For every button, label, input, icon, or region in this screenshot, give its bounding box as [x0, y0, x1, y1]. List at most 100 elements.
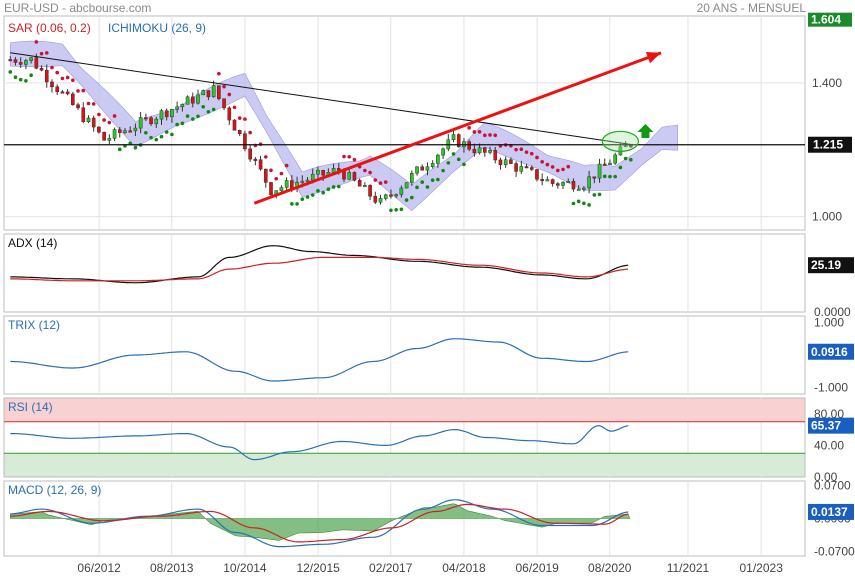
candle-bearish — [467, 141, 471, 150]
sar-dot — [217, 71, 221, 76]
candle-bullish — [561, 182, 565, 186]
candle-bullish — [159, 110, 164, 120]
candle-bearish — [602, 163, 607, 166]
sar-dot — [190, 117, 195, 121]
series-line-1-0 — [10, 245, 629, 284]
panel-title: ADX (14) — [8, 236, 57, 250]
last-value-label: 0.0137 — [811, 505, 848, 519]
candle-bullish — [576, 188, 581, 191]
sar-dot — [300, 197, 305, 202]
last-value-box — [808, 417, 854, 434]
sar-dot — [352, 157, 357, 162]
candle-bullish — [404, 182, 409, 189]
sar-dot — [39, 51, 44, 56]
last-value-label: 0.0916 — [811, 345, 848, 359]
sar-dot — [415, 185, 419, 190]
sar-dot — [373, 178, 378, 182]
sar-dot — [556, 168, 560, 173]
candle-bearish — [498, 159, 503, 165]
candle-bearish — [456, 134, 461, 148]
sar-dot — [154, 137, 159, 142]
candle-bullish — [441, 148, 445, 156]
sar-dot — [404, 198, 409, 202]
axis-layer: 06/2012 08/2013 10/2014 12/2015 02/2017 04/20… — [77, 12, 855, 575]
candle-bearish — [50, 81, 54, 88]
rsi-overbought-zone — [4, 398, 805, 423]
candle-bearish — [76, 104, 80, 109]
sar-dot — [222, 84, 226, 89]
sar-dot — [472, 130, 477, 134]
top-value-box — [808, 12, 852, 27]
candle-bearish — [117, 129, 122, 133]
sar-dot — [383, 180, 388, 184]
candle-bullish — [503, 159, 508, 165]
candle-bullish — [430, 163, 435, 168]
sar-dot — [81, 88, 86, 93]
candle-bearish — [144, 117, 148, 120]
sar-dot — [60, 76, 65, 81]
x-tick-label: 08/2013 — [150, 561, 194, 575]
sar-dot — [535, 155, 539, 160]
sar-dot — [159, 134, 164, 139]
series-line-1-1 — [10, 256, 629, 282]
last-value-label: 25.19 — [811, 258, 841, 272]
sar-dot — [602, 174, 607, 179]
sar-dot — [524, 150, 529, 154]
sar-dot — [279, 171, 284, 176]
candle-bullish — [623, 145, 628, 148]
candle-bearish — [232, 119, 237, 131]
sar-dot — [97, 112, 101, 117]
sar-dot — [102, 118, 106, 122]
candle-bearish — [258, 159, 263, 170]
y-tick-label: 1.000 — [812, 210, 842, 224]
candle-bearish — [237, 130, 242, 134]
panel-frame — [3, 315, 806, 395]
candle-bearish — [263, 168, 268, 183]
x-tick-label: 04/2018 — [442, 561, 486, 575]
candle-bullish — [112, 129, 117, 139]
candle-bearish — [227, 107, 232, 121]
sar-dot — [342, 154, 346, 159]
candle-bullish — [378, 198, 383, 203]
candle-bullish — [279, 187, 284, 191]
sar-dot — [274, 176, 279, 181]
sar-dot — [394, 207, 398, 212]
sar-dot — [608, 174, 612, 179]
sar-dot — [65, 75, 70, 80]
period-label[interactable]: 20 ANS - MENSUEL — [696, 1, 806, 15]
sar-dot — [185, 114, 190, 118]
panel-title: MACD (12, 26, 9) — [8, 483, 101, 497]
candle-bearish — [253, 158, 258, 161]
candle-bullish — [608, 162, 612, 165]
sar-dot — [71, 78, 75, 83]
candle-bearish — [357, 180, 362, 187]
sar-dot — [629, 157, 633, 162]
sar-dot — [144, 130, 148, 135]
sar-dot — [305, 195, 310, 199]
candle-bearish — [243, 133, 247, 150]
sar-dot — [467, 126, 471, 130]
sar-dot — [175, 122, 179, 127]
y-tick-label: 0.00 — [814, 470, 838, 484]
candle-bearish — [18, 62, 23, 65]
sar-dot — [263, 155, 268, 159]
sar-dot — [290, 202, 294, 206]
candle-bullish — [107, 138, 112, 141]
x-tick-label: 08/2020 — [588, 561, 632, 575]
candle-bullish — [180, 104, 185, 108]
candle-bearish — [493, 150, 498, 161]
candle-bearish — [60, 91, 65, 94]
sar-dot — [587, 203, 591, 207]
candle-bearish — [472, 148, 477, 154]
sar-dot — [206, 109, 211, 114]
candle-bearish — [540, 179, 544, 182]
sar-dot — [29, 73, 33, 78]
candle-bullish — [347, 172, 352, 180]
candle-bearish — [373, 195, 378, 203]
last-value-label: 1.215 — [813, 138, 843, 152]
legend-item: SAR (0.06, 0.2) — [8, 21, 91, 35]
candle-bearish — [368, 185, 372, 197]
candle-bullish — [185, 96, 190, 105]
sar-dot — [269, 168, 273, 173]
sar-dot — [310, 193, 315, 197]
